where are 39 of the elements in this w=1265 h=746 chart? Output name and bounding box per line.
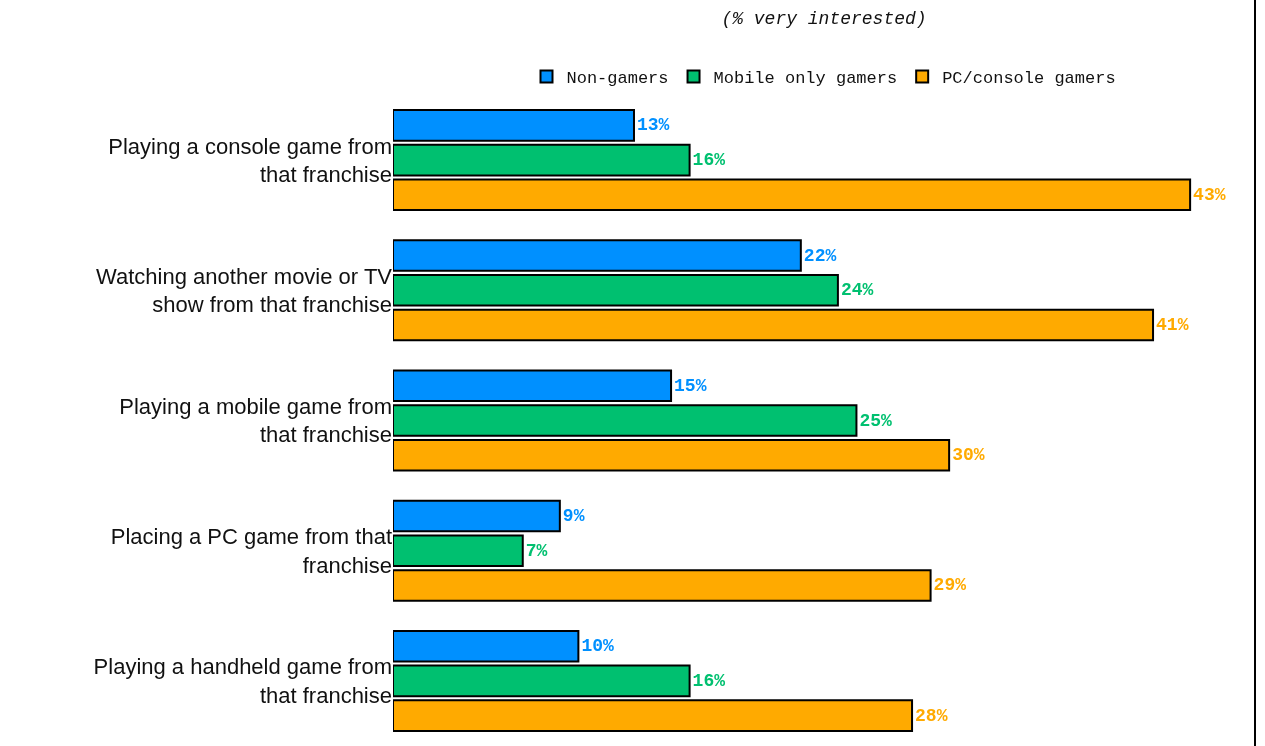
data-label: 16% — [692, 670, 726, 691]
legend-label: PC/console gamers — [942, 69, 1116, 89]
bar — [393, 404, 858, 437]
data-label: 29% — [933, 575, 967, 596]
y-tick-label: Watching another movie or TV show from that franchise — [96, 263, 393, 318]
data-label: 43% — [1193, 184, 1226, 205]
bar — [393, 499, 561, 533]
bar — [393, 109, 635, 142]
data-label: 15% — [674, 375, 707, 396]
legend-label: Non-gamers — [566, 69, 669, 89]
data-label: 16% — [692, 150, 726, 171]
bar — [393, 178, 1192, 212]
bar — [393, 369, 673, 403]
data-label: 7% — [525, 540, 548, 561]
data-label: 28% — [915, 705, 948, 726]
bar — [393, 569, 932, 602]
text: (% very interested) — [721, 8, 927, 29]
data-label: 22% — [803, 245, 837, 266]
data-label: 24% — [840, 280, 874, 301]
bar — [393, 664, 691, 698]
legend-label: Mobile only gamers — [713, 69, 898, 89]
bar — [393, 438, 951, 472]
data-label: 13% — [636, 115, 670, 136]
bar — [393, 274, 839, 307]
bar — [393, 143, 691, 177]
data-label: 25% — [859, 410, 893, 431]
bar — [393, 239, 802, 272]
data-label: 30% — [952, 445, 985, 466]
y-tick-label: Playing a handheld game from that franchise — [93, 654, 392, 708]
data-label: 9% — [562, 505, 585, 526]
y-tick-label: Placing a PC game from that franchise — [110, 524, 392, 578]
bar — [393, 699, 914, 732]
bar — [393, 629, 580, 663]
bar — [393, 534, 524, 567]
y-tick-label: Playing a console game from that franchise — [108, 133, 392, 188]
data-label: 10% — [581, 636, 614, 657]
bar — [393, 308, 1155, 342]
y-tick-label: Playing a mobile game from that franchise — [119, 393, 392, 448]
data-label: 41% — [1156, 315, 1189, 336]
